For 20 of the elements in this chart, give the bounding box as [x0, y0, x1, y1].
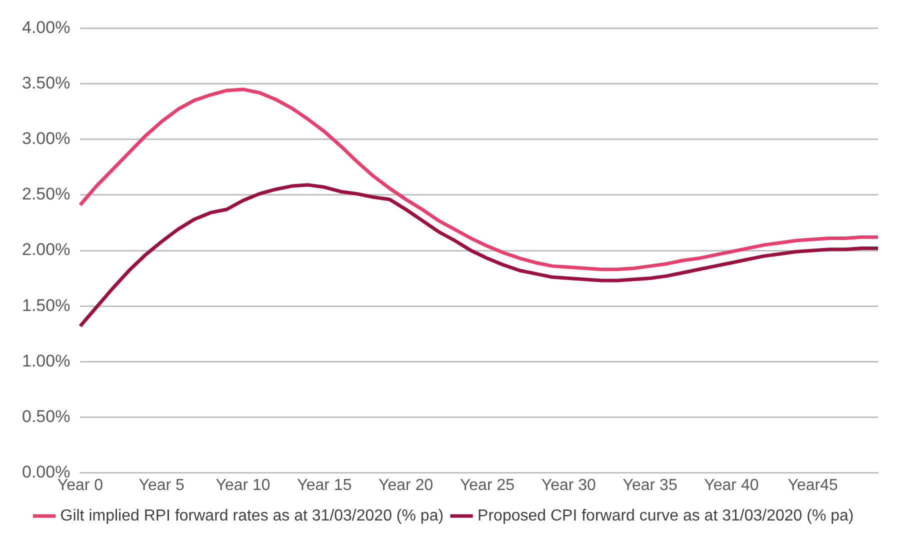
y-tick-label: 3.50% [22, 73, 70, 92]
y-tick-label: 2.00% [22, 240, 70, 260]
x-tick-label: Year 35 [622, 476, 678, 494]
x-tick-label: Year 15 [297, 476, 352, 494]
x-tick-label: Year 25 [460, 476, 515, 494]
y-tick-label: 0.50% [22, 406, 70, 426]
x-tick-label: Year 0 [57, 476, 104, 494]
x-tick-label: Year45 [788, 476, 838, 494]
x-tick-label: Year 40 [704, 476, 759, 494]
x-tick-label: Year 10 [216, 476, 270, 494]
y-tick-label: 4.00% [22, 18, 70, 37]
y-tick-label: 3.00% [22, 129, 70, 148]
y-tick-label: 1.00% [22, 351, 70, 370]
x-tick-label: Year 5 [138, 476, 185, 494]
y-tick-label: 1.50% [22, 296, 70, 315]
y-tick-label: 2.50% [22, 184, 70, 204]
legend-label: Proposed CPI forward curve as at 31/03/2020 (% pa) [478, 507, 854, 524]
legend-label: Gilt implied RPI forward rates as at 31/03/2020 (% pa) [60, 507, 444, 524]
x-tick-label: Year 20 [378, 476, 434, 494]
x-tick-label: Year 30 [541, 476, 596, 494]
